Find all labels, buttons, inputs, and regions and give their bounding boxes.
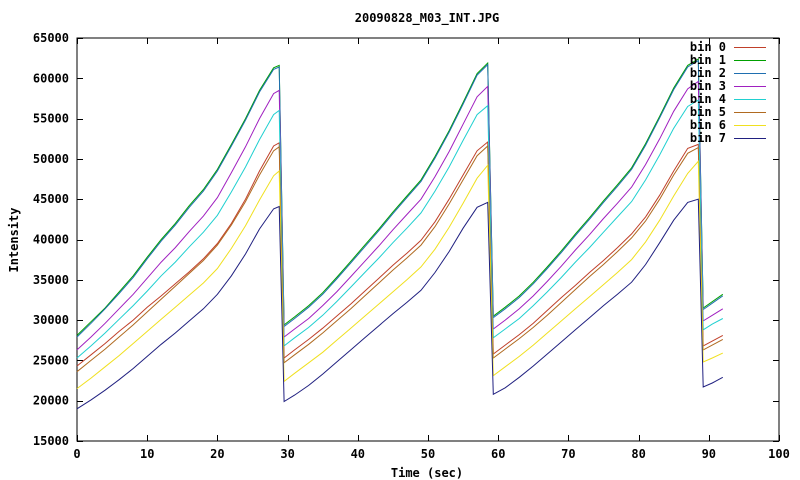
x-tick-label: 30 — [280, 447, 294, 461]
y-tick-label: 55000 — [33, 112, 69, 126]
x-tick-label: 90 — [702, 447, 716, 461]
y-tick-label: 20000 — [33, 394, 69, 408]
legend-label-bin-5: bin 5 — [690, 105, 726, 119]
x-tick-label: 0 — [73, 447, 80, 461]
x-tick-label: 20 — [210, 447, 224, 461]
y-tick-label: 45000 — [33, 192, 69, 206]
y-axis-title: Intensity — [7, 207, 21, 272]
x-tick-label: 60 — [491, 447, 505, 461]
y-tick-label: 15000 — [33, 434, 69, 448]
legend-label-bin-1: bin 1 — [690, 53, 726, 67]
series-line-bin-1 — [76, 58, 724, 336]
y-tick-label: 65000 — [33, 31, 69, 45]
legend-label-bin-2: bin 2 — [690, 66, 726, 80]
x-tick-label: 80 — [631, 447, 645, 461]
y-tick-label: 50000 — [33, 152, 69, 166]
y-tick-label: 60000 — [33, 71, 69, 85]
series-lines — [76, 58, 724, 410]
series-line-bin-4 — [76, 99, 724, 359]
x-tick-label: 70 — [561, 447, 575, 461]
x-axis: 0 10 20 30 40 50 60 70 80 90 100 — [73, 38, 790, 461]
x-tick-label: 40 — [351, 447, 365, 461]
series-line-bin-5 — [76, 144, 724, 373]
legend-label-bin-4: bin 4 — [690, 92, 726, 106]
x-tick-label: 10 — [140, 447, 154, 461]
series-line-bin-7 — [76, 198, 724, 410]
legend-label-bin-7: bin 7 — [690, 131, 726, 145]
y-axis: 15000 20000 25000 30000 35000 40000 45000 50000… — [33, 31, 779, 448]
series-line-bin-0 — [76, 140, 724, 367]
series-line-bin-6 — [76, 160, 724, 390]
series-line-bin-3 — [76, 80, 724, 351]
chart-title: 20090828_M03_INT.JPG — [355, 11, 500, 26]
y-tick-label: 40000 — [33, 233, 69, 247]
series-line-bin-2 — [76, 59, 724, 338]
x-tick-label: 100 — [768, 447, 790, 461]
legend-label-bin-0: bin 0 — [690, 40, 726, 54]
y-tick-label: 25000 — [33, 353, 69, 367]
y-tick-label: 30000 — [33, 313, 69, 327]
legend-label-bin-3: bin 3 — [690, 79, 726, 93]
x-axis-title: Time (sec) — [391, 466, 463, 480]
legend-label-bin-6: bin 6 — [690, 118, 726, 132]
y-tick-label: 35000 — [33, 273, 69, 287]
x-tick-label: 50 — [421, 447, 435, 461]
